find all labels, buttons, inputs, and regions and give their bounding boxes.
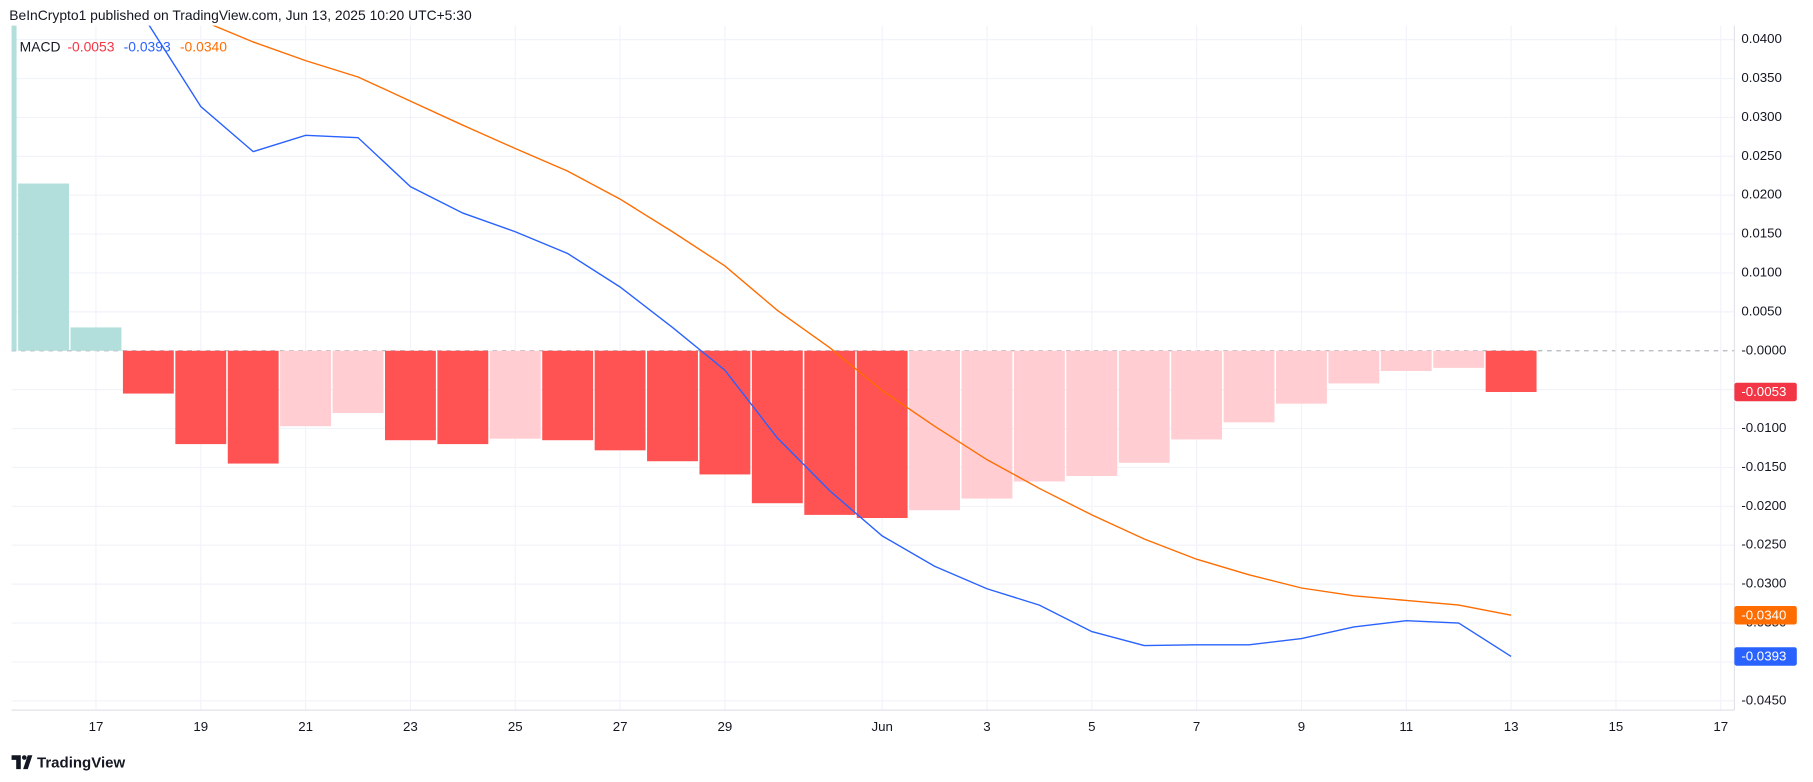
y-tick-label: -0.0300	[1741, 576, 1786, 591]
histogram-bar	[1485, 350, 1537, 392]
histogram-bar	[1171, 350, 1223, 440]
x-tick-label: 29	[718, 719, 733, 734]
histogram-bar	[909, 350, 960, 511]
y-tick-label: -0.0100	[1741, 420, 1786, 435]
histogram-bar	[647, 350, 698, 462]
histogram-bar	[1013, 350, 1065, 482]
histogram-bar	[18, 183, 69, 351]
y-tick-label: -0.0150	[1741, 459, 1786, 474]
histogram-bar	[175, 350, 227, 445]
x-tick-label: 21	[298, 719, 313, 734]
x-tick-label: 15	[1609, 719, 1624, 734]
y-tick-label: 0.0100	[1741, 264, 1782, 279]
y-tick-label: -0.0200	[1741, 498, 1786, 513]
footer: TradingView	[37, 754, 125, 771]
header: BeInCrypto1 published on TradingView.com…	[9, 7, 472, 23]
x-tick-label: 25	[508, 719, 523, 734]
x-tick-label: 17	[1713, 719, 1728, 734]
x-tick-label: 13	[1504, 719, 1519, 734]
histogram-bar	[1066, 350, 1118, 476]
histogram-bar	[1118, 350, 1170, 463]
macd-line	[212, 25, 1512, 616]
price-badge	[1734, 382, 1797, 402]
y-tick-label: 0.0250	[1741, 148, 1782, 163]
x-tick-label: 9	[1298, 719, 1305, 734]
histogram-bar	[437, 350, 489, 445]
histogram-bar	[280, 350, 332, 427]
legend: MACD -0.0053 -0.0393 -0.0340	[20, 38, 228, 54]
y-tick-label: 0.0200	[1741, 187, 1782, 202]
histogram-bar	[11, 25, 17, 351]
price-badge	[1734, 647, 1797, 666]
price-badge-label: -0.0340	[1741, 607, 1786, 622]
histogram-bar	[332, 350, 384, 413]
histogram-bar	[1328, 350, 1380, 384]
histogram-bar	[594, 350, 646, 451]
y-tick-label: -0.0000	[1741, 342, 1786, 357]
histogram-bar	[1276, 350, 1327, 404]
histogram-bar	[699, 350, 751, 475]
histogram-bar	[961, 350, 1013, 499]
legend-title: MACD	[20, 38, 61, 54]
y-tick-label: 0.0300	[1741, 109, 1782, 124]
legend-value: -0.0053	[67, 38, 114, 54]
histogram-bar	[542, 350, 594, 441]
x-tick-label: 17	[89, 719, 104, 734]
histogram-bar	[70, 327, 122, 351]
x-tick-label: 3	[983, 719, 990, 734]
price-badge	[1734, 605, 1797, 625]
logo: TradingView	[11, 754, 125, 771]
y-tick-label: 0.0350	[1741, 70, 1782, 85]
legend-value: -0.0340	[180, 38, 227, 54]
legend-value: -0.0393	[124, 38, 171, 54]
y-tick-label: 0.0050	[1741, 303, 1782, 318]
y-tick-label: -0.0450	[1741, 692, 1786, 707]
histogram-bar	[856, 350, 908, 518]
y-tick-label: 0.0150	[1741, 226, 1782, 241]
histogram-bar	[489, 350, 541, 439]
price-badge-label: -0.0393	[1741, 649, 1786, 664]
x-tick-label: 11	[1399, 719, 1413, 734]
histogram-bar	[122, 350, 174, 394]
histogram-bar	[1433, 350, 1485, 368]
histogram-bar	[1223, 350, 1275, 423]
axes: 0.0400 0.0350 0.0300 0.0250 0.0200 0.0150 0.01…	[89, 31, 1797, 734]
histogram-bar	[384, 350, 436, 441]
price-badge-label: -0.0053	[1741, 384, 1786, 399]
histogram-bar	[751, 350, 803, 504]
x-tick-label: 19	[193, 719, 208, 734]
plot	[11, 25, 1537, 658]
histogram-bar	[1380, 350, 1432, 371]
y-tick-label: -0.0250	[1741, 537, 1786, 552]
y-tick-label: 0.0400	[1741, 31, 1782, 46]
x-tick-label: 27	[613, 719, 628, 734]
x-tick-label: 23	[403, 719, 418, 734]
x-tick-label: Jun	[871, 719, 892, 734]
histogram-bar	[227, 350, 279, 464]
x-tick-label: 7	[1193, 719, 1200, 734]
macd-line	[148, 25, 1512, 658]
x-tick-label: 5	[1088, 719, 1095, 734]
histogram-bar	[804, 350, 856, 515]
